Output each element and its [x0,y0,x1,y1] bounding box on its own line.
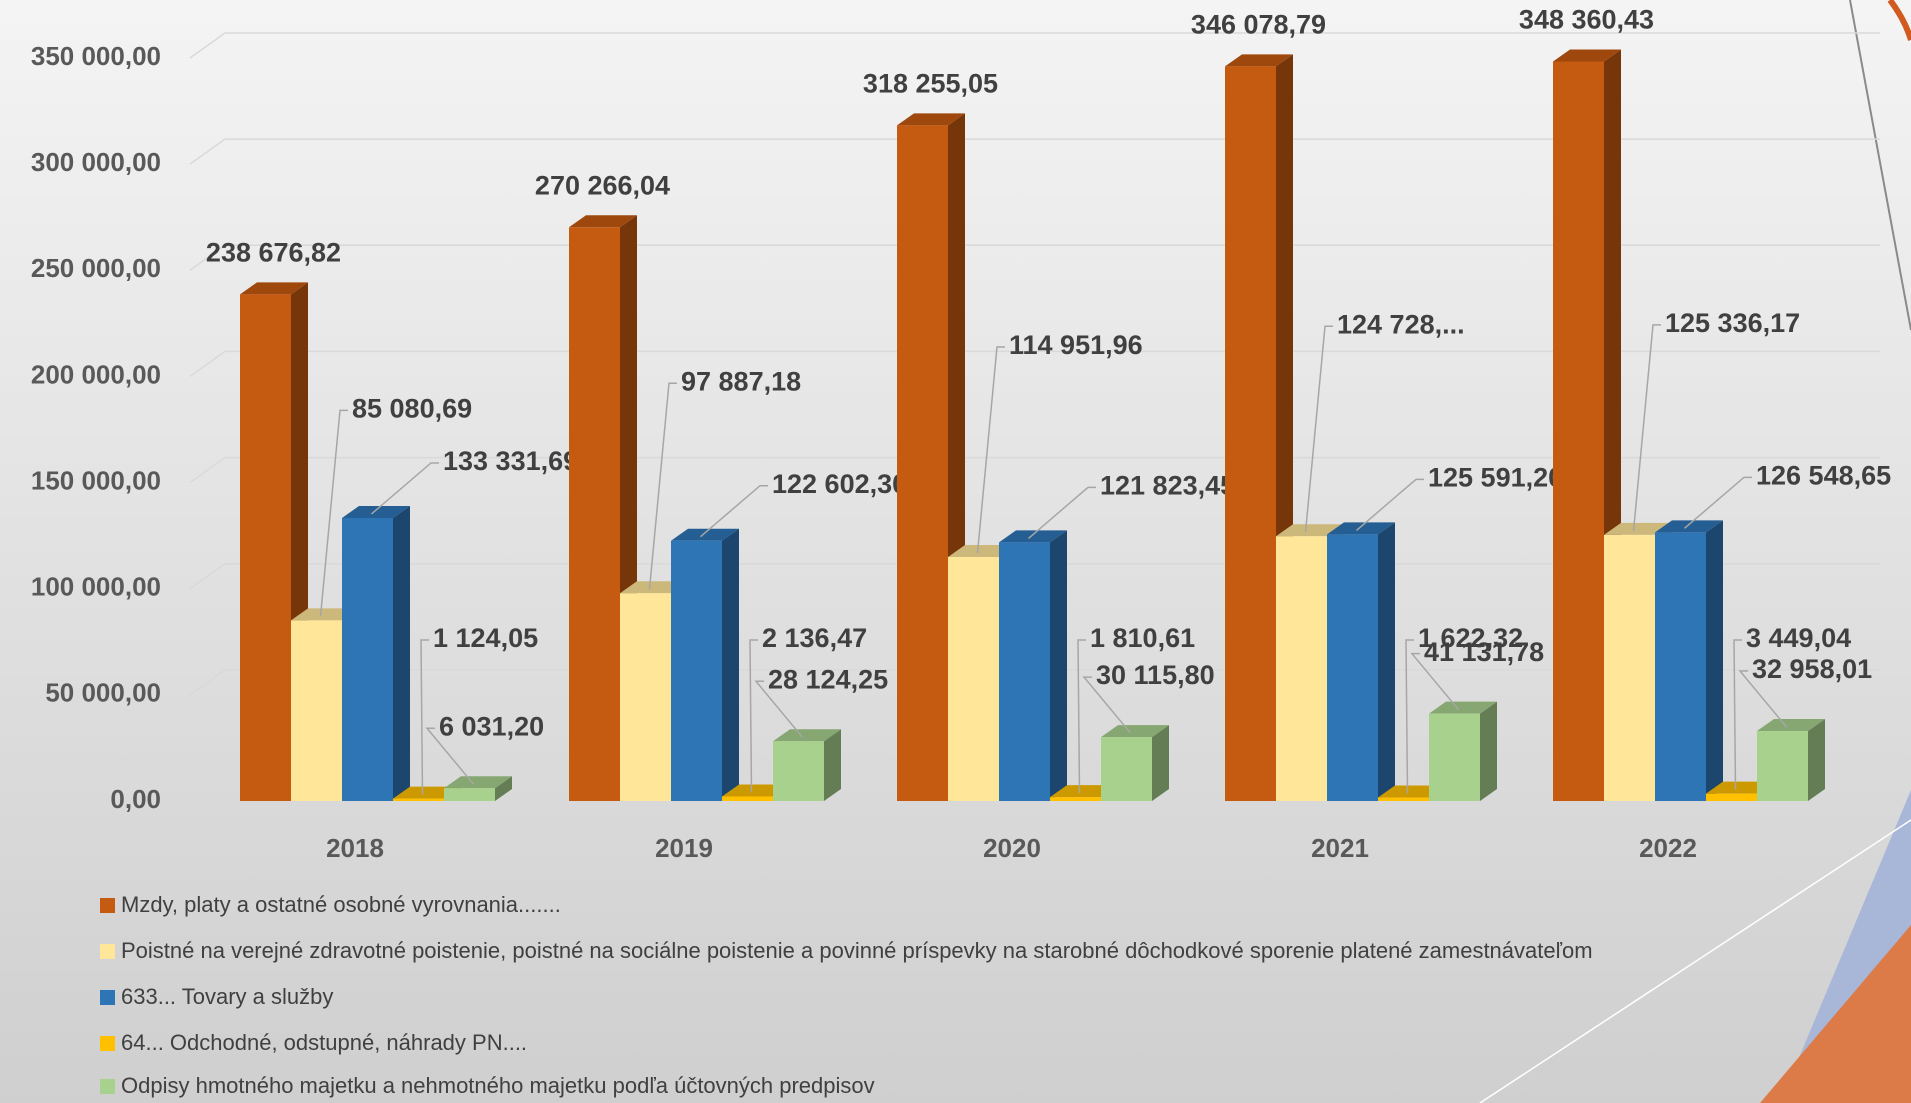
bar [342,518,393,801]
legend-label: Mzdy, platy a ostatné osobné vyrovnania.… [121,892,561,917]
bar [1429,714,1480,801]
legend-label: 64... Odchodné, odstupné, náhrady PN.... [121,1030,527,1055]
data-label: 346 078,79 [1191,9,1326,39]
bar [393,799,444,801]
data-label: 125 336,17 [1665,308,1800,338]
data-label: 85 080,69 [352,394,472,424]
data-label: 32 958,01 [1752,654,1872,684]
x-tick-label: 2018 [326,833,384,863]
data-label: 318 255,05 [863,69,998,99]
bar [1225,66,1276,801]
bar-side [1378,522,1395,801]
bar [240,294,291,801]
y-tick-label: 350 000,00 [31,41,161,71]
data-label: 121 823,45 [1100,471,1235,501]
bar [1327,534,1378,801]
y-tick-label: 0,00 [110,784,161,814]
legend-label: 633... Tovary a služby [121,984,333,1009]
data-label: 2 136,47 [762,623,867,653]
data-label: 114 951,96 [1009,330,1143,360]
legend-label: Poistné na verejné zdravotné poistenie, … [121,938,1593,963]
chart: 0,00 50 000,00 100 000,00 150 000,00 200 000… [0,0,1911,1103]
bar [1604,535,1655,801]
bar [620,593,671,801]
x-tick-label: 2022 [1639,833,1697,863]
legend-swatch [100,1079,115,1094]
y-tick-label: 150 000,00 [31,465,161,495]
data-label: 126 548,65 [1756,460,1891,490]
y-tick-label: 300 000,00 [31,147,161,177]
bar [948,557,999,801]
data-label: 122 602,30 [772,469,907,499]
y-tick-label: 250 000,00 [31,253,161,283]
bar [1553,61,1604,801]
x-tick-label: 2019 [655,833,713,863]
bar [1757,731,1808,801]
legend-swatch [100,898,115,913]
data-label: 125 591,20 [1428,463,1563,493]
bar-side [722,529,739,801]
legend-label: Odpisy hmotného majetku a nehmotného maj… [121,1073,875,1098]
legend-swatch [100,990,115,1005]
bar [291,620,342,801]
data-label: 1 810,61 [1090,623,1195,653]
bar [1050,797,1101,801]
bar [897,125,948,801]
data-label: 3 449,04 [1746,623,1851,653]
bar-side [1480,702,1497,801]
bar [722,796,773,801]
bar [1655,532,1706,801]
bar [1706,794,1757,801]
x-tick-label: 2020 [983,833,1041,863]
x-tick-label: 2021 [1311,833,1369,863]
bar-side [393,506,410,801]
data-label: 6 031,20 [439,711,544,741]
bar [671,541,722,801]
bar-side [1706,520,1723,801]
bar-side [1152,725,1169,801]
data-label: 97 887,18 [681,366,801,396]
legend-swatch [100,944,115,959]
bar [444,788,495,801]
data-label: 238 676,82 [206,237,341,267]
y-tick-label: 200 000,00 [31,359,161,389]
data-label: 348 360,43 [1519,5,1654,35]
bar [1276,536,1327,801]
data-label: 28 124,25 [768,664,888,694]
bar-side [1808,719,1825,801]
y-tick-label: 100 000,00 [31,572,161,602]
data-label: 30 115,80 [1096,660,1215,690]
data-label: 41 131,78 [1424,637,1544,667]
data-label: 124 728,... [1337,309,1465,339]
y-tick-label: 50 000,00 [45,678,161,708]
bar [773,741,824,801]
data-label: 133 331,69 [443,446,578,476]
bar-side [824,729,841,801]
bar [1378,798,1429,801]
legend-swatch [100,1036,115,1051]
bar [999,542,1050,801]
bar [569,227,620,801]
bar [1101,737,1152,801]
data-label: 270 266,04 [535,170,670,200]
bar-side [1050,530,1067,801]
data-label: 1 124,05 [433,623,538,653]
